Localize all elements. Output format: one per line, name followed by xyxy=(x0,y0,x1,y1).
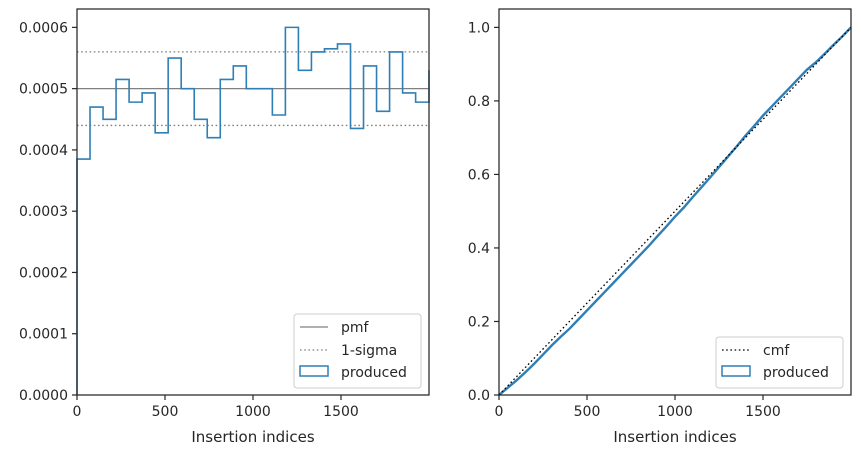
legend-produced-label-left: produced xyxy=(341,365,407,381)
x-tick-label: 1000 xyxy=(657,404,693,420)
y-tick-label: 0.6 xyxy=(468,167,490,183)
cmf-line xyxy=(498,26,852,396)
y-tick-label: 0.8 xyxy=(468,94,490,110)
legend-pmf-label: pmf xyxy=(341,320,370,336)
x-tick-label: 0 xyxy=(495,404,504,420)
produced-histogram-step xyxy=(76,26,430,395)
y-tick-label: 0.0002 xyxy=(19,265,68,281)
x-tick-label: 0 xyxy=(73,404,82,420)
x-tick-label: 1000 xyxy=(235,404,271,420)
legend-sigma-label: 1-sigma xyxy=(341,343,397,359)
y-tick-label: 0.0005 xyxy=(19,82,68,98)
legend-cmf-label: cmf xyxy=(763,343,790,359)
produced-cumulative-line xyxy=(498,26,852,396)
y-tick-label: 0.0001 xyxy=(19,327,68,343)
left-y-ticks: 0.0000 0.0001 0.0002 0.0003 0.0004 0.0005 0.00… xyxy=(19,20,77,404)
right-plot-area xyxy=(498,26,852,396)
y-tick-label: 0.0006 xyxy=(19,20,68,36)
right-legend: cmf produced xyxy=(715,336,844,389)
cmf-panel: 0 500 1000 1500 0.0 0.2 0.4 0.6 0.8 1.0 Insertio… xyxy=(468,8,852,446)
x-tick-label: 500 xyxy=(152,404,179,420)
legend-produced-swatch-left xyxy=(299,365,329,377)
y-tick-label: 0.2 xyxy=(468,314,490,330)
x-tick-label: 1500 xyxy=(323,404,359,420)
pmf-histogram-panel: 0 500 1000 1500 0.00000.00010.00020.00030.0… xyxy=(19,8,430,446)
right-x-ticks: 0 500 1000 1500 xyxy=(495,395,781,420)
y-tick-label: 0.0000 xyxy=(19,388,68,404)
y-tick-label: 0.0004 xyxy=(19,143,68,159)
y-tick-label: 0.0 xyxy=(468,388,490,404)
x-tick-label: 1500 xyxy=(745,404,781,420)
left-x-ticks: 0 500 1000 1500 xyxy=(73,395,359,420)
left-legend-box xyxy=(293,313,422,389)
legend-produced-swatch-right xyxy=(721,365,751,377)
left-legend: pmf 1-sigma produced xyxy=(293,313,422,389)
legend-produced-label-right: produced xyxy=(763,365,829,381)
y-tick-label: 0.4 xyxy=(468,241,490,257)
x-tick-label: 500 xyxy=(574,404,601,420)
y-tick-label: 1.0 xyxy=(468,20,490,36)
right-y-ticks: 0.0 0.2 0.4 0.6 0.8 1.0 xyxy=(468,20,499,404)
left-x-axis-label: Insertion indices xyxy=(191,428,314,446)
right-x-axis-label: Insertion indices xyxy=(613,428,736,446)
y-tick-label: 0.0003 xyxy=(19,204,68,220)
left-plot-area xyxy=(76,26,430,395)
